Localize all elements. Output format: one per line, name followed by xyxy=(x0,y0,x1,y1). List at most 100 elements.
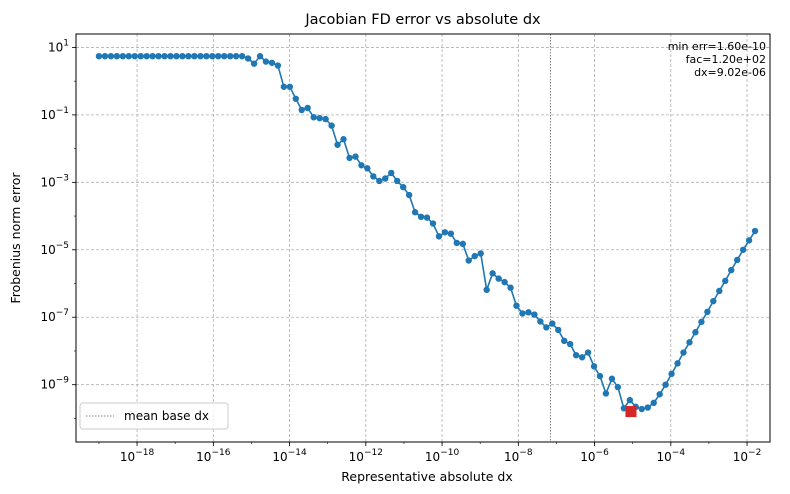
data-point xyxy=(340,136,347,143)
data-point xyxy=(209,52,216,60)
data-point xyxy=(256,52,264,60)
data-point xyxy=(316,114,323,122)
data-point xyxy=(399,183,407,191)
data-point xyxy=(346,154,353,162)
data-point xyxy=(423,214,431,221)
data-point xyxy=(692,329,699,336)
x-tick-label: 10−12 xyxy=(349,448,383,464)
data-point xyxy=(489,270,496,277)
data-point xyxy=(244,55,252,62)
data-point xyxy=(572,351,580,359)
data-point xyxy=(674,360,681,367)
data-point xyxy=(501,278,508,286)
data-point xyxy=(716,287,723,295)
data-point xyxy=(644,404,651,411)
data-point xyxy=(298,106,305,114)
data-point xyxy=(131,52,138,60)
plot-frame xyxy=(75,33,771,443)
data-point xyxy=(447,230,455,237)
data-point xyxy=(364,165,371,172)
y-tick-label: 10−9 xyxy=(40,376,69,392)
data-point xyxy=(232,52,240,60)
data-point xyxy=(405,191,413,199)
legend-label: mean base dx xyxy=(124,409,209,423)
y-tick-label: 10−7 xyxy=(40,308,69,324)
data-point xyxy=(274,62,282,69)
x-tick-label: 10−10 xyxy=(425,448,460,464)
data-point xyxy=(608,375,616,382)
data-point xyxy=(119,52,127,60)
data-point xyxy=(197,52,204,60)
data-point xyxy=(227,52,234,60)
x-tick-label: 10−16 xyxy=(196,448,231,464)
chart-title: Jacobian FD error vs absolute dx xyxy=(304,12,541,28)
data-point xyxy=(328,122,335,129)
data-point xyxy=(280,83,288,90)
data-point xyxy=(441,229,449,236)
data-point xyxy=(602,390,610,397)
data-point xyxy=(543,324,550,331)
data-point xyxy=(483,286,490,294)
data-point xyxy=(238,52,246,60)
data-point xyxy=(733,256,741,264)
data-point xyxy=(286,83,294,90)
data-point xyxy=(626,396,634,404)
data-point xyxy=(95,52,103,60)
data-point xyxy=(620,405,628,412)
data-point xyxy=(638,405,645,413)
data-point xyxy=(751,227,759,235)
data-point xyxy=(358,162,365,169)
data-point xyxy=(549,320,556,327)
data-point xyxy=(370,173,377,180)
y-tick-label: 10−5 xyxy=(40,241,69,257)
data-point xyxy=(382,175,389,182)
data-point xyxy=(465,257,472,264)
x-tick-label: 10−2 xyxy=(733,448,762,464)
data-point xyxy=(656,391,663,398)
data-point xyxy=(107,52,115,60)
data-point xyxy=(388,169,395,177)
x-ticks: 10−18 10−16 10−14 10−12 10−10 10−8 10−6 10−4 10−… xyxy=(98,442,762,464)
data-point xyxy=(668,370,675,378)
data-point xyxy=(698,318,705,326)
data-point xyxy=(191,52,198,60)
data-point xyxy=(304,104,311,112)
data-point xyxy=(459,240,467,248)
data-point xyxy=(352,153,359,160)
data-point xyxy=(149,52,156,60)
data-point xyxy=(745,237,753,244)
x-tick-label: 10−6 xyxy=(580,448,609,464)
data-point xyxy=(537,318,544,325)
y-tick-label: 10−3 xyxy=(40,173,69,189)
data-point xyxy=(722,277,729,285)
data-point xyxy=(590,363,598,370)
data-point xyxy=(704,308,711,315)
data-point xyxy=(429,220,437,227)
data-point xyxy=(113,52,121,60)
annotation-line: min err=1.60e-10 xyxy=(668,40,766,53)
data-point xyxy=(215,52,222,60)
data-point xyxy=(453,239,460,247)
data-point xyxy=(513,302,520,309)
data-point xyxy=(596,372,604,380)
data-point xyxy=(376,177,383,185)
data-point xyxy=(435,233,443,240)
x-tick-label: 10−8 xyxy=(504,448,533,464)
data-point xyxy=(531,311,538,318)
y-tick-label: 10−1 xyxy=(40,106,69,122)
grid-lines xyxy=(76,34,770,442)
data-point xyxy=(507,284,514,291)
data-point xyxy=(650,399,657,407)
data-point xyxy=(203,52,210,60)
data-point xyxy=(686,339,693,346)
data-point xyxy=(417,213,425,221)
data-point xyxy=(519,310,526,317)
legend-box xyxy=(79,402,229,430)
x-axis-title: Representative absolute dx xyxy=(341,469,512,484)
data-point xyxy=(525,309,532,316)
y-tick-label: 101 xyxy=(48,38,69,54)
data-point xyxy=(739,246,747,253)
data-point xyxy=(185,52,192,60)
